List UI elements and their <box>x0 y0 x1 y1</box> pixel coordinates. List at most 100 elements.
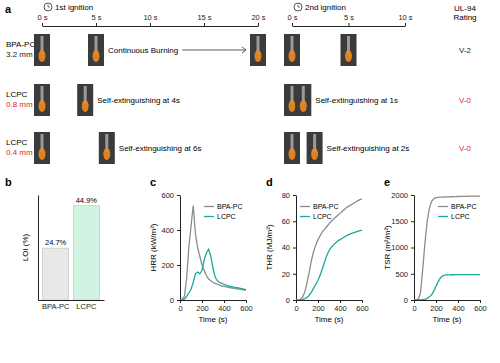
axis-line <box>414 196 415 301</box>
photo-frame <box>88 34 104 66</box>
photo <box>77 84 93 116</box>
tick-mark <box>177 265 180 266</box>
tick: 600 <box>240 300 253 313</box>
annotation: Continuous Burning <box>108 46 178 55</box>
rating-title: Rating <box>453 13 476 22</box>
tick: 5 s <box>344 13 354 26</box>
line <box>296 199 362 300</box>
axis-line <box>415 300 481 301</box>
legend-swatch <box>204 206 214 207</box>
lines <box>296 199 362 300</box>
legend: BPA-PCLCPC <box>300 203 339 220</box>
legend-swatch <box>204 216 214 217</box>
tick: 40 <box>282 243 296 252</box>
tick-label: 200 <box>430 304 443 313</box>
photo-frame <box>34 84 50 116</box>
tick-mark <box>405 23 406 26</box>
tick: 1000 <box>391 243 414 252</box>
tick-mark <box>177 195 180 196</box>
tick-label: 200 <box>161 261 174 270</box>
tick-mark <box>258 23 259 26</box>
tick-mark <box>224 300 225 303</box>
legend-label: LCPC <box>313 213 332 220</box>
clock-hand <box>48 5 50 8</box>
flame <box>39 100 46 112</box>
tick: 80 <box>282 191 296 200</box>
tick-label: 20 s <box>251 13 265 22</box>
photo-frame <box>284 34 300 66</box>
photo-frame <box>34 132 50 164</box>
rating: V-2 <box>459 46 472 55</box>
panel-label: c <box>150 176 156 188</box>
tick: 600 <box>356 300 369 313</box>
thickness: 0.4 mm <box>6 148 33 157</box>
tick-label: 60 <box>282 217 290 226</box>
line <box>414 196 480 300</box>
tick-mark <box>411 274 414 275</box>
tick-mark <box>349 23 350 26</box>
flame <box>289 148 296 160</box>
tick-label: 200 <box>196 304 209 313</box>
tick: 0 <box>294 300 298 313</box>
axis-title: HRR (kW/m²) <box>149 223 158 271</box>
photo-frame <box>34 34 50 66</box>
photo <box>34 84 50 116</box>
axis: 0200400600 <box>294 300 368 313</box>
tick: 60 <box>282 217 296 226</box>
tick-label: BPA-PC <box>42 302 70 311</box>
arrow <box>182 47 246 53</box>
thickness: 0.8 mm <box>6 100 33 109</box>
tick-mark <box>42 23 43 26</box>
axis-line <box>39 300 105 301</box>
line <box>296 230 362 300</box>
sample-name: LCPC <box>6 90 28 99</box>
photo <box>295 84 311 116</box>
annotation: Self-extinguishing at 2s <box>327 144 410 153</box>
tick-mark <box>436 300 437 303</box>
tick-label: 5 s <box>91 13 101 22</box>
tick-mark <box>293 300 296 301</box>
photo <box>341 34 357 66</box>
tick: 0 <box>412 300 416 313</box>
tick-mark <box>296 300 297 303</box>
tick-label: 500 <box>395 270 408 279</box>
legend-swatch <box>300 206 310 207</box>
tick-label: LCPC <box>76 302 97 311</box>
panel-label: b <box>5 176 12 188</box>
legend-label: BPA-PC <box>451 203 477 210</box>
legend-swatch <box>438 216 448 217</box>
axis-line <box>43 26 259 27</box>
sample-name: BPA-PC <box>6 40 35 49</box>
tick-mark <box>458 300 459 303</box>
tick-mark <box>411 221 414 222</box>
axis-title: Time (s) <box>314 315 343 324</box>
tick-mark <box>293 274 296 275</box>
axis: 0500100015002000 <box>391 191 414 305</box>
tick-mark <box>340 300 341 303</box>
axis: 020406080 <box>282 191 297 305</box>
photo-frame <box>341 34 357 66</box>
tick: 5 s <box>91 13 101 26</box>
tick-mark <box>480 300 481 303</box>
data-label: 24.7% <box>45 238 67 247</box>
photo-frame <box>99 132 115 164</box>
rating-title: UL-94 <box>454 4 476 13</box>
tick-label: 5 s <box>344 13 354 22</box>
tick: 1500 <box>391 217 414 226</box>
tick-mark <box>411 195 414 196</box>
axis: 0 s5 s10 s <box>287 13 412 27</box>
clock-hand <box>298 5 300 8</box>
tick: 0 s <box>37 13 47 26</box>
tick: BPA-PC <box>42 300 70 311</box>
photo-frame <box>250 34 266 66</box>
tick-label: 0 s <box>37 13 47 22</box>
axis-title: Time (s) <box>432 315 461 324</box>
flame <box>255 50 262 62</box>
tick-label: 1500 <box>391 217 408 226</box>
tick-mark <box>414 300 415 303</box>
tick-mark <box>177 230 180 231</box>
clock-icon <box>294 3 302 11</box>
tick-label: 20 <box>282 270 290 279</box>
tick-mark <box>293 221 296 222</box>
flame <box>103 148 110 160</box>
